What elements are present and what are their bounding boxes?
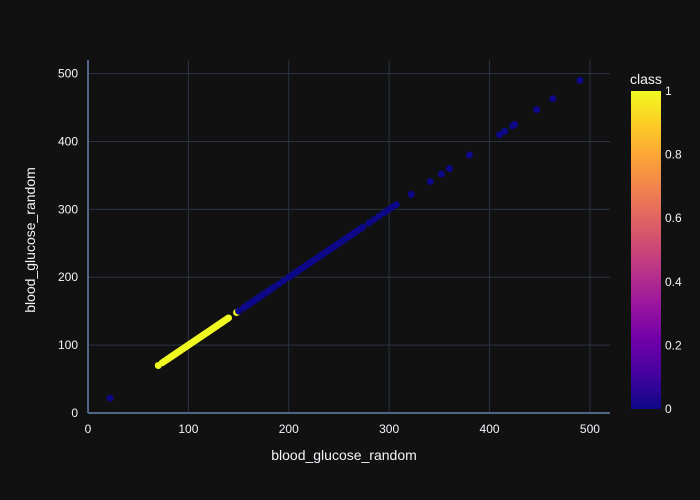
colorbar-tick-label: 0.2 [665, 338, 682, 352]
y-tick-label: 0 [71, 406, 78, 420]
axes [87, 60, 610, 414]
x-tick-label: 100 [178, 422, 198, 436]
data-point [270, 283, 278, 291]
x-tick-label: 500 [580, 422, 600, 436]
data-point [465, 151, 473, 159]
data-point [280, 277, 288, 285]
x-tick-label: 200 [279, 422, 299, 436]
data-point [392, 201, 400, 209]
x-tick-label: 300 [379, 422, 399, 436]
y-axis-label: blood_glucose_random [22, 167, 38, 313]
y-tick-label: 500 [58, 67, 78, 81]
data-point [426, 178, 434, 186]
data-point [496, 131, 504, 139]
x-axis-label: blood_glucose_random [271, 447, 417, 463]
colorbar-tick-label: 0 [665, 402, 672, 416]
data-point [359, 223, 367, 231]
data-point [407, 190, 415, 198]
colorbar-tick-label: 0.8 [665, 148, 682, 162]
data-point [511, 120, 519, 128]
data-point [370, 216, 378, 224]
data-point [445, 165, 453, 173]
data-point [576, 76, 584, 84]
data-point [437, 170, 445, 178]
data-points [106, 76, 584, 402]
grid-lines [88, 60, 610, 413]
colorbar-tick-label: 0.4 [665, 275, 682, 289]
y-tick-label: 400 [58, 134, 78, 148]
y-tick-label: 200 [58, 270, 78, 284]
y-tick-label: 100 [58, 338, 78, 352]
x-tick-labels: 0 100 200 300 400 500 [85, 422, 601, 436]
data-point [235, 307, 243, 315]
colorbar-tick-labels: 0 0.2 0.4 0.6 0.8 1 [665, 84, 682, 416]
x-tick-label: 0 [85, 422, 92, 436]
data-point [365, 219, 373, 227]
y-tick-label: 300 [58, 202, 78, 216]
data-point [533, 106, 541, 114]
colorbar-title: class [630, 71, 662, 87]
colorbar-tick-label: 0.6 [665, 211, 682, 225]
colorbar-tick-label: 1 [665, 84, 672, 98]
data-point [225, 314, 233, 322]
data-point [375, 212, 383, 220]
colorbar [631, 91, 661, 409]
data-point [275, 280, 283, 288]
data-point [106, 394, 114, 402]
x-tick-label: 400 [480, 422, 500, 436]
y-tick-labels: 0 100 200 300 400 500 [58, 67, 78, 420]
data-point [549, 95, 557, 103]
data-point [501, 127, 509, 135]
